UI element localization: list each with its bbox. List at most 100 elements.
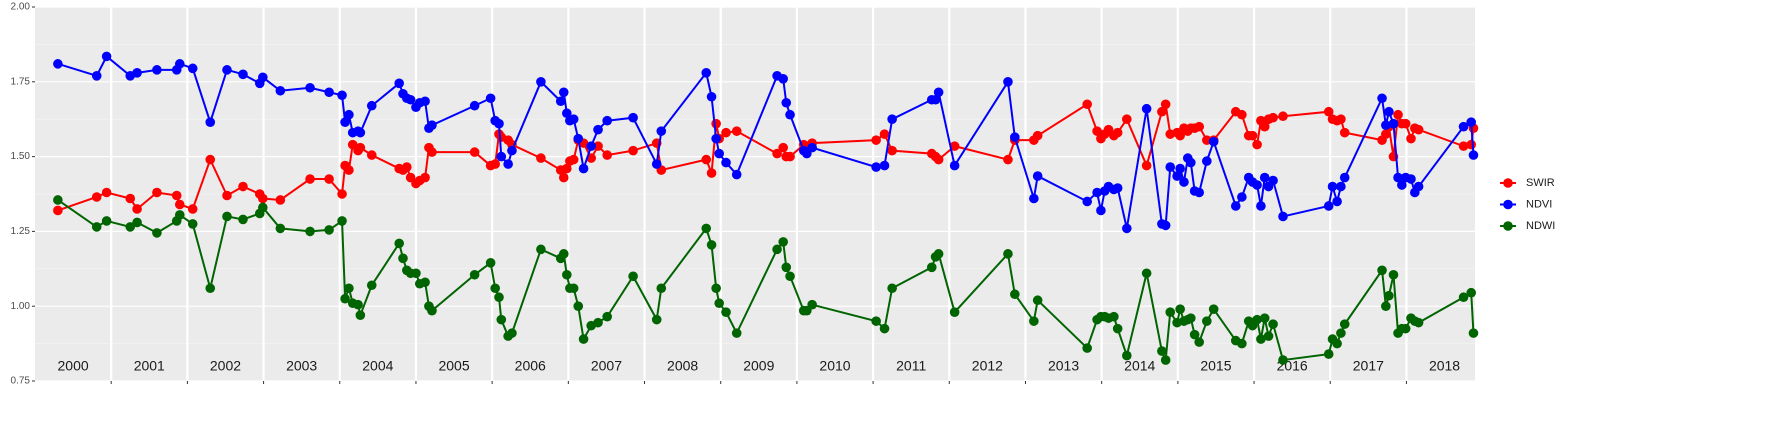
- point: [1165, 307, 1176, 317]
- point: [1186, 157, 1196, 168]
- point: [933, 154, 944, 165]
- point: [1400, 118, 1411, 129]
- point: [1381, 301, 1391, 312]
- point: [1413, 181, 1424, 192]
- point: [355, 142, 366, 153]
- point: [701, 154, 712, 165]
- point: [1194, 121, 1204, 132]
- point: [394, 78, 404, 89]
- point: [411, 268, 421, 279]
- point: [174, 199, 185, 210]
- point: [555, 96, 566, 107]
- point: [53, 59, 63, 69]
- point: [602, 311, 612, 322]
- point: [1327, 181, 1338, 192]
- point: [238, 214, 248, 225]
- point: [507, 328, 517, 338]
- point: [1388, 118, 1399, 129]
- point: [573, 133, 584, 144]
- point: [1458, 121, 1469, 132]
- point: [1237, 192, 1247, 202]
- point: [706, 91, 717, 102]
- point: [507, 145, 517, 156]
- point: [503, 159, 513, 169]
- point: [1323, 349, 1334, 359]
- point: [1397, 180, 1407, 190]
- point: [731, 328, 742, 338]
- point: [656, 126, 667, 136]
- point: [1400, 323, 1411, 334]
- year-label: 2000: [58, 358, 89, 374]
- year-label: 2015: [1200, 358, 1231, 374]
- point: [1458, 141, 1469, 151]
- point: [1003, 154, 1013, 165]
- point: [1194, 337, 1204, 347]
- point: [1377, 265, 1387, 276]
- point: [721, 307, 731, 317]
- point: [238, 69, 248, 80]
- point: [1082, 343, 1092, 353]
- point: [578, 334, 589, 344]
- point: [651, 159, 662, 169]
- point: [91, 192, 102, 202]
- year-label: 2013: [1048, 358, 1079, 374]
- point: [366, 150, 377, 160]
- legend-label: NDVI: [1526, 198, 1552, 210]
- point: [1259, 121, 1270, 132]
- year-label: 2001: [134, 358, 165, 374]
- point: [355, 127, 366, 138]
- point: [731, 126, 742, 136]
- point: [1160, 355, 1171, 365]
- point: [1458, 292, 1469, 303]
- point: [926, 262, 937, 273]
- point: [1468, 150, 1479, 160]
- year-label: 2010: [819, 358, 850, 374]
- point: [125, 222, 136, 232]
- point: [721, 157, 731, 168]
- point: [772, 148, 782, 159]
- point: [1082, 196, 1092, 207]
- point: [1332, 196, 1342, 207]
- point: [731, 169, 742, 180]
- point: [706, 240, 717, 250]
- point: [1109, 311, 1119, 322]
- point: [174, 210, 185, 220]
- point: [222, 65, 232, 75]
- legend-point: [1503, 178, 1513, 188]
- y-tick-label: 2.00: [11, 2, 31, 13]
- point: [469, 147, 480, 157]
- point: [651, 314, 662, 325]
- point: [781, 262, 792, 273]
- point: [568, 283, 579, 294]
- point: [1384, 106, 1394, 117]
- point: [1175, 304, 1185, 314]
- point: [558, 172, 569, 183]
- point: [879, 129, 890, 139]
- point: [656, 283, 667, 294]
- point: [1268, 319, 1278, 329]
- point: [187, 219, 198, 229]
- point: [1466, 139, 1476, 150]
- point: [258, 72, 268, 83]
- point: [1339, 127, 1350, 138]
- point: [1122, 223, 1132, 234]
- point: [366, 100, 377, 111]
- point: [125, 193, 136, 204]
- point: [494, 118, 504, 129]
- point: [394, 238, 404, 249]
- point: [871, 316, 881, 326]
- point: [536, 153, 546, 163]
- point: [1010, 289, 1020, 300]
- point: [238, 181, 248, 192]
- point: [536, 244, 546, 255]
- point: [1141, 103, 1152, 114]
- point: [222, 211, 232, 222]
- point: [536, 77, 546, 87]
- point: [701, 223, 712, 234]
- point: [593, 317, 603, 328]
- point: [152, 187, 162, 198]
- point: [1172, 171, 1182, 181]
- point: [1112, 323, 1123, 334]
- year-label: 2017: [1353, 358, 1384, 374]
